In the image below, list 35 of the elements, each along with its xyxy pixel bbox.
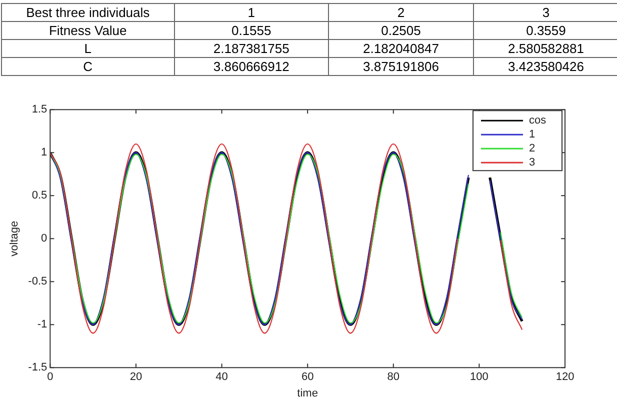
x-tick-label: 40	[216, 371, 228, 384]
y-tick-label: 1	[41, 146, 48, 159]
legend-label: 2	[529, 142, 536, 155]
text: Best three individuals	[2, 4, 174, 22]
x-tick-label: 100	[470, 371, 488, 384]
x-axis-title: time	[297, 387, 318, 400]
text: 0.3559	[473, 22, 617, 40]
y-tick-label: -1	[37, 318, 48, 331]
y-tick-label: 0.5	[32, 190, 48, 202]
text: C	[2, 58, 174, 76]
y-tick-label: 0	[41, 232, 48, 245]
legend-label: 3	[529, 156, 536, 169]
text: 3	[473, 4, 617, 22]
y-tick-label: -1.5	[28, 362, 48, 374]
text: 0.1555	[174, 22, 328, 40]
text: 2.182040847	[328, 40, 474, 58]
y-tick-label: 1.5	[32, 104, 48, 116]
x-tick-label: 20	[130, 371, 142, 384]
text: 3.860666912	[174, 58, 328, 76]
text: 2.187381755	[174, 40, 328, 58]
x-tick-label: 60	[301, 371, 314, 384]
text: 3.875191806	[328, 58, 474, 76]
y-axis-title: voltage	[8, 220, 21, 256]
text: 1	[174, 4, 328, 22]
legend-label: cos	[529, 114, 547, 127]
y-tick-label: -0.5	[28, 276, 48, 288]
text: Fitness Value	[2, 22, 174, 40]
text: 2	[328, 4, 474, 22]
x-tick-label: 80	[387, 371, 400, 384]
legend-label: 1	[529, 128, 536, 141]
text: 2.580582881	[473, 40, 617, 58]
text: 3.423580426	[473, 58, 617, 76]
x-tick-label: 120	[556, 371, 574, 384]
text: L	[2, 40, 174, 58]
text: 0.2505	[328, 22, 474, 40]
